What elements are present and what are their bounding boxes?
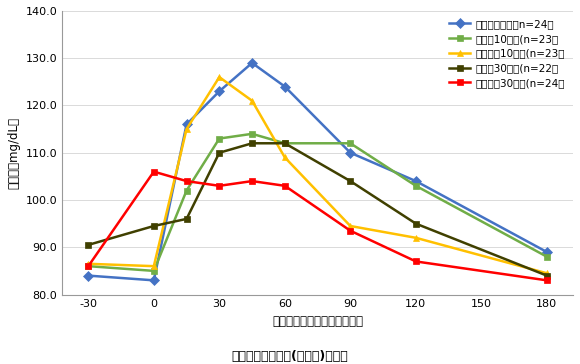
ジュース30分前(n=24） xyxy=(543,278,550,282)
ジュース10分前(n=23） xyxy=(150,264,157,268)
サラツ10分前(n=23） xyxy=(412,183,419,188)
ジュース30分前(n=24） xyxy=(347,229,354,233)
ジュース10分前(n=23） xyxy=(412,236,419,240)
コントロール（n=24） xyxy=(412,179,419,183)
ジュース30分前(n=24） xyxy=(412,259,419,264)
ジュース30分前(n=24） xyxy=(281,183,288,188)
コントロール（n=24） xyxy=(150,278,157,282)
コントロール（n=24） xyxy=(249,61,256,65)
サラツ30分前(n=22） xyxy=(249,141,256,146)
ジュース30分前(n=24） xyxy=(249,179,256,183)
サラツ30分前(n=22） xyxy=(150,224,157,228)
Line: ジュース10分前(n=23）: ジュース10分前(n=23） xyxy=(85,74,550,277)
X-axis label: 白米摄取後の経過時間（分）: 白米摄取後の経過時間（分） xyxy=(272,315,363,328)
コントロール（n=24） xyxy=(183,122,190,127)
Line: サラツ10分前(n=23）: サラツ10分前(n=23） xyxy=(85,130,550,274)
サラツ10分前(n=23） xyxy=(347,141,354,146)
コントロール（n=24） xyxy=(543,250,550,254)
ジュース10分前(n=23） xyxy=(281,155,288,160)
ジュース10分前(n=23） xyxy=(543,271,550,276)
Text: 図　各群の血糖値(平均値)の推移: 図 各群の血糖値(平均値)の推移 xyxy=(231,351,349,363)
サラツ10分前(n=23） xyxy=(150,269,157,273)
サラツ30分前(n=22） xyxy=(412,221,419,226)
ジュース10分前(n=23） xyxy=(85,262,92,266)
サラツ10分前(n=23） xyxy=(85,264,92,268)
サラツ30分前(n=22） xyxy=(347,179,354,183)
サラツ10分前(n=23） xyxy=(543,254,550,259)
サラツ30分前(n=22） xyxy=(216,151,223,155)
サラツ30分前(n=22） xyxy=(183,217,190,221)
サラツ30分前(n=22） xyxy=(281,141,288,146)
ジュース30分前(n=24） xyxy=(150,170,157,174)
サラツ30分前(n=22） xyxy=(85,243,92,247)
ジュース30分前(n=24） xyxy=(183,179,190,183)
Legend: コントロール（n=24）, サラツ10分前(n=23）, ジュース10分前(n=23）, サラツ30分前(n=22）, ジュース30分前(n=24）: コントロール（n=24）, サラツ10分前(n=23）, ジュース10分前(n=… xyxy=(446,16,568,91)
コントロール（n=24） xyxy=(85,273,92,278)
コントロール（n=24） xyxy=(281,84,288,89)
Line: サラツ30分前(n=22）: サラツ30分前(n=22） xyxy=(85,140,550,279)
Y-axis label: 血糖値（mg/dL）: 血糖値（mg/dL） xyxy=(7,117,20,189)
サラツ10分前(n=23） xyxy=(216,136,223,141)
ジュース10分前(n=23） xyxy=(249,99,256,103)
ジュース10分前(n=23） xyxy=(216,75,223,79)
Line: コントロール（n=24）: コントロール（n=24） xyxy=(85,59,550,284)
サラツ30分前(n=22） xyxy=(543,273,550,278)
ジュース10分前(n=23） xyxy=(347,224,354,228)
サラツ10分前(n=23） xyxy=(183,188,190,193)
コントロール（n=24） xyxy=(216,89,223,94)
ジュース30分前(n=24） xyxy=(216,183,223,188)
ジュース10分前(n=23） xyxy=(183,127,190,131)
Line: ジュース30分前(n=24）: ジュース30分前(n=24） xyxy=(85,168,550,284)
ジュース30分前(n=24） xyxy=(85,264,92,268)
サラツ10分前(n=23） xyxy=(281,141,288,146)
サラツ10分前(n=23） xyxy=(249,132,256,136)
コントロール（n=24） xyxy=(347,151,354,155)
